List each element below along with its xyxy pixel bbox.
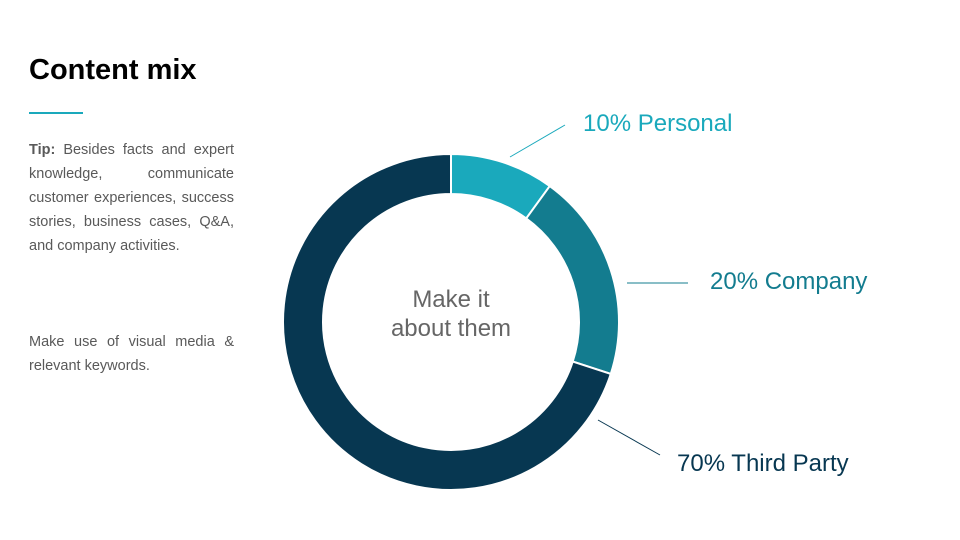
segment-category: Third Party	[731, 450, 848, 477]
donut-segment	[524, 184, 620, 376]
center-label: about them	[391, 315, 511, 342]
segment-value-label: 70%	[677, 450, 725, 477]
leader-line	[597, 419, 661, 456]
title-underline	[29, 112, 83, 114]
note-text: Make use of visual media & relevant keyw…	[29, 334, 234, 374]
tip-text: Tip: Besides facts and expert knowledge,…	[29, 138, 234, 258]
segment-category: Personal	[638, 110, 733, 137]
donut-segment	[282, 152, 613, 491]
center-label: Make it	[412, 286, 490, 313]
segment-label: 20% Company	[710, 268, 867, 295]
segment-value-label: 20%	[710, 268, 758, 295]
tip-body: Besides facts and expert knowledge, comm…	[29, 142, 234, 254]
segment-label: 10% Personal	[583, 110, 732, 137]
segment-label: 70% Third Party	[677, 450, 849, 477]
leader-line	[509, 124, 566, 158]
segment-value-label: 10%	[583, 110, 631, 137]
slide-title: Content mix	[29, 54, 197, 86]
segment-category: Company	[765, 268, 868, 295]
tip-label: Tip:	[29, 142, 56, 158]
